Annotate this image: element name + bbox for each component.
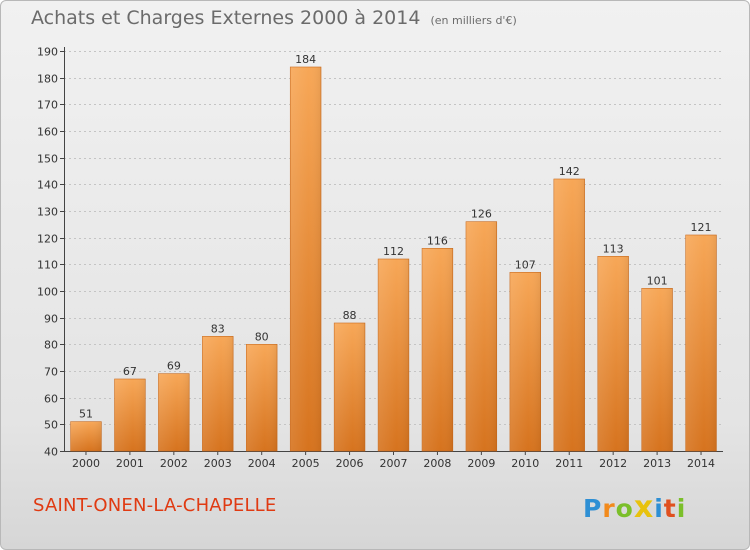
bar-shine [158, 373, 190, 451]
y-tick-label: 40 [44, 446, 58, 459]
y-tick-label: 80 [44, 339, 58, 352]
x-tick-label: 2001 [116, 457, 144, 470]
x-tick-label: 2006 [336, 457, 364, 470]
logo-letter: o [615, 494, 634, 523]
data-label: 184 [295, 53, 316, 66]
x-tick-label: 2004 [248, 457, 276, 470]
data-label: 101 [647, 274, 668, 287]
bar-shine [553, 179, 585, 451]
data-label: 116 [427, 234, 448, 247]
data-labels: 51 67 69 83 80 184 88 112 116 126 107 142 113 101 121 [79, 53, 712, 421]
y-tick-label: 150 [37, 153, 58, 166]
logo-letter: r [602, 494, 616, 523]
logo-letter: P [583, 494, 603, 523]
y-tick-label: 140 [37, 179, 58, 192]
data-label: 80 [255, 330, 269, 343]
chart-title-text: Achats et Charges Externes 2000 à 2014 [31, 7, 421, 29]
y-tick-label: 160 [37, 126, 58, 139]
x-tick-label: 2000 [72, 457, 100, 470]
x-tick-label: 2014 [687, 457, 715, 470]
bar-shine [378, 259, 409, 451]
logo-letter: i [654, 494, 664, 523]
y-tick-label: 170 [37, 99, 58, 112]
bar-shine [509, 272, 541, 451]
y-tick-label: 60 [44, 393, 58, 406]
x-tick-label: 2012 [599, 457, 627, 470]
city-name: SAINT-ONEN-LA-CHAPELLE [33, 495, 277, 516]
axes: 40 50 60 70 80 90 100 110 120 130 140 150 160 170 180 1… [37, 46, 723, 470]
y-tick-label: 180 [37, 73, 58, 86]
bar-shine [202, 336, 234, 451]
data-label: 69 [167, 360, 181, 373]
data-label: 67 [123, 365, 137, 378]
logo-letter: i [676, 494, 687, 523]
y-tick-label: 190 [37, 46, 58, 59]
data-label: 88 [343, 309, 357, 322]
x-tick-label: 2002 [160, 457, 188, 470]
bar-shine [597, 256, 629, 451]
data-label: 142 [559, 165, 580, 178]
y-tick-label: 100 [37, 286, 58, 299]
proxiti-logo: Proxiti [583, 490, 686, 525]
bar-shine [246, 344, 278, 451]
y-tick-label: 70 [44, 366, 58, 379]
x-tick-label: 2003 [204, 457, 232, 470]
bar-shine [422, 248, 453, 451]
data-label: 51 [79, 408, 93, 421]
data-label: 113 [603, 242, 624, 255]
x-tick-label: 2009 [467, 457, 495, 470]
bar-shine [114, 379, 146, 451]
x-tick-label: 2011 [555, 457, 583, 470]
bar-shine [290, 67, 322, 451]
bar-shine [685, 235, 717, 451]
y-tick-label: 130 [37, 206, 58, 219]
logo-letter: t [663, 494, 677, 523]
x-tick-label: 2007 [380, 457, 408, 470]
y-tick-label: 120 [37, 233, 58, 246]
bar-shine [334, 323, 365, 451]
data-label: 83 [211, 322, 225, 335]
x-tick-label: 2013 [643, 457, 671, 470]
data-label: 107 [515, 258, 536, 271]
y-tick-label: 50 [44, 419, 58, 432]
bar-shine [465, 221, 497, 451]
x-tick-label: 2008 [423, 457, 451, 470]
logo-letter: x [633, 490, 655, 525]
chart-unit: (en milliers d'€) [430, 14, 517, 27]
data-label: 126 [471, 208, 492, 221]
y-tick-label: 90 [44, 313, 58, 326]
chart-title: Achats et Charges Externes 2000 à 2014 (e… [31, 7, 517, 29]
y-tick-label: 110 [37, 259, 58, 272]
bars [70, 66, 717, 452]
x-tick-label: 2010 [511, 457, 539, 470]
data-label: 112 [383, 245, 404, 258]
x-tick-label: 2005 [292, 457, 320, 470]
bar-shine [70, 421, 102, 451]
bar-shine [641, 288, 673, 451]
data-label: 121 [691, 221, 712, 234]
